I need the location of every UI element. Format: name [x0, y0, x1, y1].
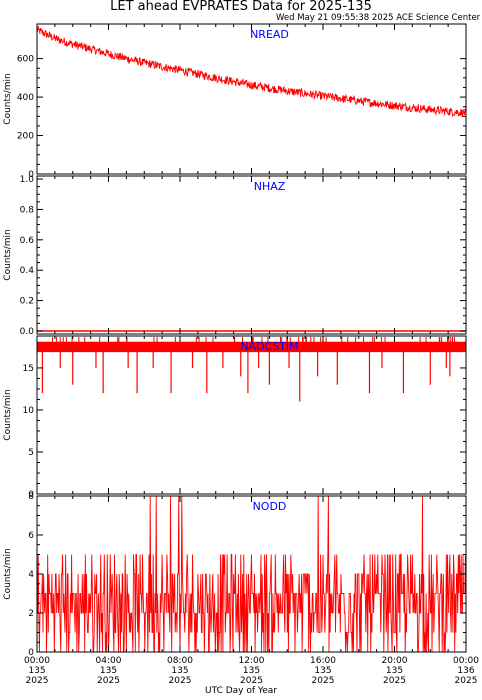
chart-title: LET ahead EVPRATES Data for 2025-135 [110, 0, 372, 14]
y-tick-label: 2 [28, 609, 34, 619]
y-tick-label: 0.0 [20, 327, 35, 337]
y-axis-label: Counts/min [3, 73, 13, 124]
y-tick-label: 200 [17, 132, 34, 142]
x-tick-label-year: 2025 [26, 676, 49, 686]
y-tick-label: 0.8 [20, 205, 35, 215]
y-tick-label: 15 [23, 364, 34, 374]
x-tick-label-doy: 135 [386, 666, 403, 676]
y-tick-label: 6 [28, 531, 34, 541]
y-tick-label: 10 [23, 406, 35, 416]
nodd-series-line [37, 496, 466, 652]
panel-frame-nadcstim [36, 335, 467, 495]
y-tick-label: 4 [28, 570, 34, 580]
x-tick-label-year: 2025 [455, 676, 478, 686]
x-tick-label-time: 08:00 [167, 656, 193, 666]
y-axis-label: Counts/min [3, 548, 13, 599]
y-tick-label: 0 [28, 170, 34, 180]
x-tick-label-time: 00:00 [24, 656, 50, 666]
x-axis-label: UTC Day of Year [205, 686, 277, 696]
y-tick-label: 0 [28, 648, 34, 658]
y-tick-label: 5 [28, 448, 34, 458]
y-tick-label: 600 [17, 55, 34, 65]
nread-series-line [37, 26, 466, 118]
panel-frame-nhaz [36, 175, 467, 335]
y-tick-label: 400 [17, 93, 34, 103]
panel-title-nodd: NODD [253, 500, 287, 513]
x-tick-label-time: 20:00 [382, 656, 408, 666]
x-tick-label-doy: 135 [314, 666, 331, 676]
y-tick-label: 0.2 [20, 297, 34, 307]
y-tick-label: 0.6 [20, 236, 35, 246]
x-tick-label-year: 2025 [312, 676, 335, 686]
x-tick-label-doy: 135 [171, 666, 188, 676]
panel-title-nhaz: NHAZ [254, 180, 286, 193]
x-tick-label-doy: 135 [243, 666, 260, 676]
x-tick-label-year: 2025 [97, 676, 120, 686]
nadcstim-series-band [37, 341, 466, 353]
timestamp: Wed May 21 09:55:38 2025 ACE Science Cen… [276, 13, 481, 23]
x-tick-label-time: 00:00 [453, 656, 479, 666]
x-tick-label-year: 2025 [240, 676, 263, 686]
y-tick-label: 8 [28, 492, 34, 502]
x-tick-label-doy: 136 [457, 666, 474, 676]
x-tick-label-doy: 135 [100, 666, 117, 676]
panel-title-nadcstim: NADCSTIM [240, 340, 298, 353]
panel-title-nread: NREAD [250, 28, 289, 41]
x-tick-label-time: 04:00 [96, 656, 122, 666]
y-tick-label: 0.4 [20, 266, 35, 276]
y-tick-label: 0 [28, 490, 34, 500]
x-tick-label-year: 2025 [383, 676, 406, 686]
x-tick-label-time: 12:00 [239, 656, 265, 666]
panel-frame-nread [36, 23, 467, 175]
y-axis-label: Counts/min [3, 389, 13, 440]
x-tick-label-year: 2025 [169, 676, 192, 686]
y-tick-label: 1.0 [20, 175, 35, 185]
x-tick-label-doy: 135 [28, 666, 45, 676]
x-tick-label-time: 16:00 [310, 656, 336, 666]
y-axis-label: Counts/min [3, 229, 13, 280]
